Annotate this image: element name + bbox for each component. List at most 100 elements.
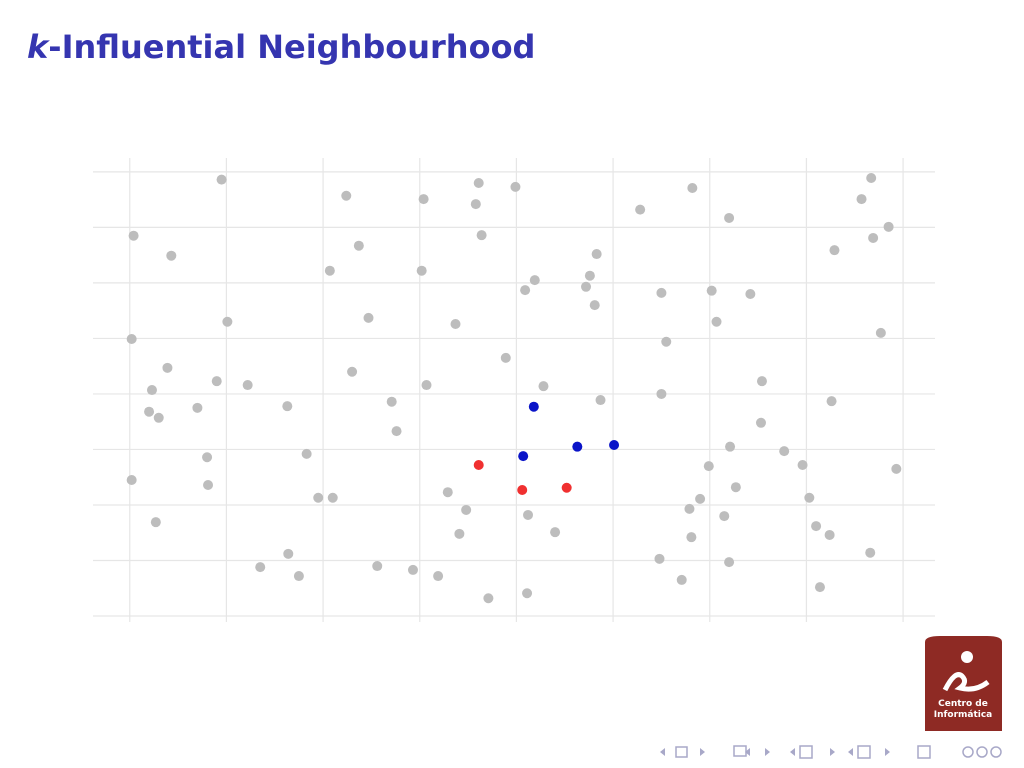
point xyxy=(153,412,164,423)
point xyxy=(804,492,815,503)
navigation[interactable] xyxy=(660,745,1002,759)
point xyxy=(483,593,494,604)
point xyxy=(528,401,539,412)
point xyxy=(166,250,177,261)
point xyxy=(150,517,161,528)
point xyxy=(703,461,714,472)
nav-subsection[interactable] xyxy=(799,745,813,759)
point xyxy=(856,194,867,205)
point xyxy=(282,401,293,412)
point xyxy=(866,172,877,183)
point xyxy=(341,190,352,201)
point xyxy=(561,482,572,493)
point xyxy=(724,557,735,568)
point xyxy=(725,441,736,452)
point xyxy=(293,571,304,582)
point xyxy=(745,289,756,300)
point xyxy=(162,362,173,373)
point xyxy=(724,212,735,223)
point xyxy=(609,440,620,451)
point xyxy=(324,265,335,276)
point xyxy=(517,484,528,495)
point xyxy=(211,376,222,387)
title-rest: -Influential Neighbourhood xyxy=(48,28,535,66)
point xyxy=(686,532,697,543)
point xyxy=(363,312,374,323)
point xyxy=(654,553,665,564)
point xyxy=(216,174,227,185)
point xyxy=(814,582,825,593)
point xyxy=(473,177,484,188)
point xyxy=(719,511,730,522)
point xyxy=(826,396,837,407)
point xyxy=(510,181,521,192)
point xyxy=(192,402,203,413)
point xyxy=(755,417,766,428)
nav-back[interactable] xyxy=(962,746,974,758)
point xyxy=(520,285,531,296)
point xyxy=(473,459,484,470)
point xyxy=(695,493,706,504)
point xyxy=(550,527,561,538)
point xyxy=(442,487,453,498)
point xyxy=(797,459,808,470)
plot xyxy=(93,158,935,622)
point xyxy=(301,448,312,459)
point xyxy=(372,561,383,572)
point xyxy=(891,463,902,474)
nav-appendix[interactable] xyxy=(917,745,931,759)
point xyxy=(450,318,461,329)
point xyxy=(635,204,646,215)
point xyxy=(313,492,324,503)
point xyxy=(454,528,465,539)
point xyxy=(581,281,592,292)
nav-left[interactable] xyxy=(660,748,853,756)
point xyxy=(353,240,364,251)
nav-search[interactable] xyxy=(976,746,988,758)
point xyxy=(470,199,481,210)
point xyxy=(202,452,213,463)
point xyxy=(391,426,402,437)
point xyxy=(687,182,698,193)
nav-forward[interactable] xyxy=(990,746,1002,758)
point xyxy=(255,562,266,573)
point xyxy=(572,441,583,452)
point xyxy=(523,509,534,520)
point xyxy=(676,574,687,585)
point xyxy=(661,336,672,347)
point xyxy=(386,396,397,407)
point xyxy=(126,333,137,344)
point xyxy=(589,300,600,311)
logo-line: Informática xyxy=(934,710,993,720)
point xyxy=(829,245,840,256)
point xyxy=(656,388,667,399)
point xyxy=(242,380,253,391)
point xyxy=(868,232,879,243)
logo-line: Centro de xyxy=(938,699,988,709)
point xyxy=(591,249,602,260)
point xyxy=(522,588,533,599)
nav-doc[interactable] xyxy=(857,745,871,759)
point xyxy=(421,380,432,391)
point xyxy=(327,492,338,503)
point xyxy=(500,352,511,363)
point xyxy=(706,285,717,296)
point xyxy=(656,287,667,298)
point xyxy=(476,230,487,241)
slide-title: k-Influential Neighbourhood xyxy=(27,28,535,66)
point xyxy=(418,194,429,205)
point xyxy=(595,395,606,406)
nav-frame[interactable] xyxy=(675,746,688,758)
point xyxy=(347,366,358,377)
point xyxy=(283,548,294,559)
point xyxy=(518,451,529,462)
nav-section[interactable] xyxy=(733,745,747,757)
point xyxy=(811,521,822,532)
title-k: k xyxy=(27,28,50,66)
point xyxy=(529,275,540,286)
logo-swoosh xyxy=(942,672,990,692)
point xyxy=(730,482,741,493)
point xyxy=(865,547,876,558)
point xyxy=(779,446,790,457)
